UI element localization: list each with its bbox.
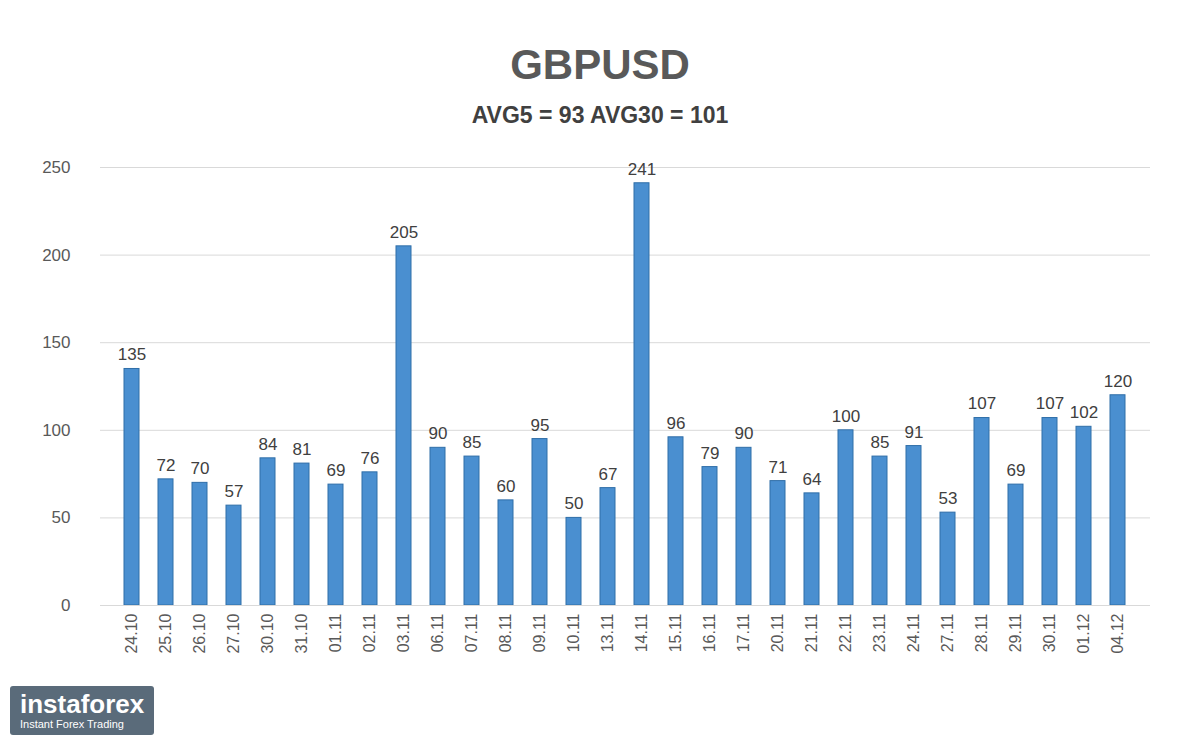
- svg-text:50: 50: [565, 494, 584, 513]
- svg-text:96: 96: [667, 414, 686, 433]
- svg-text:102: 102: [1070, 403, 1098, 422]
- svg-text:53: 53: [939, 489, 958, 508]
- svg-text:71: 71: [769, 458, 788, 477]
- svg-text:95: 95: [531, 416, 550, 435]
- svg-text:16.11: 16.11: [701, 613, 718, 652]
- svg-text:30.10: 30.10: [259, 613, 276, 653]
- svg-text:107: 107: [968, 394, 996, 413]
- html-text:instaforex: instaforex: [20, 688, 145, 719]
- svg-text:67: 67: [599, 465, 618, 484]
- svg-text:09.11: 09.11: [531, 613, 548, 652]
- svg-text:72: 72: [157, 456, 176, 475]
- svg-text:25.10: 25.10: [157, 613, 174, 653]
- svg-text:07.11: 07.11: [463, 613, 480, 652]
- svg-text:107: 107: [1036, 394, 1064, 413]
- svg-text:85: 85: [871, 433, 890, 452]
- svg-text:50: 50: [52, 508, 71, 527]
- svg-text:200: 200: [42, 246, 70, 265]
- svg-text:250: 250: [42, 158, 70, 177]
- svg-text:27.10: 27.10: [225, 613, 242, 653]
- svg-text:24.10: 24.10: [123, 613, 140, 653]
- svg-text:64: 64: [803, 470, 822, 489]
- svg-text:13.11: 13.11: [599, 613, 616, 652]
- svg-text:70: 70: [191, 459, 210, 478]
- html-text:GBPUSD: GBPUSD: [510, 41, 690, 88]
- svg-text:30.11: 30.11: [1041, 613, 1058, 652]
- svg-text:23.11: 23.11: [871, 613, 888, 652]
- svg-text:08.11: 08.11: [497, 613, 514, 652]
- svg-text:17.11: 17.11: [735, 613, 752, 652]
- svg-text:69: 69: [327, 461, 346, 480]
- svg-text:31.10: 31.10: [293, 613, 310, 653]
- svg-text:21.11: 21.11: [803, 613, 820, 652]
- svg-text:02.11: 02.11: [361, 613, 378, 652]
- svg-text:22.11: 22.11: [837, 613, 854, 652]
- svg-text:241: 241: [628, 160, 656, 179]
- svg-text:84: 84: [259, 435, 278, 454]
- svg-text:04.12: 04.12: [1109, 613, 1126, 653]
- svg-text:120: 120: [1104, 372, 1132, 391]
- svg-text:60: 60: [497, 477, 516, 496]
- svg-text:85: 85: [463, 433, 482, 452]
- html-text:Instant Forex Trading: Instant Forex Trading: [20, 717, 124, 730]
- svg-text:79: 79: [701, 444, 720, 463]
- svg-text:03.11: 03.11: [395, 613, 412, 652]
- svg-text:76: 76: [361, 449, 380, 468]
- svg-text:15.11: 15.11: [667, 613, 684, 652]
- svg-text:91: 91: [905, 423, 924, 442]
- svg-text:14.11: 14.11: [633, 613, 650, 652]
- svg-text:90: 90: [429, 424, 448, 443]
- svg-text:205: 205: [390, 223, 418, 242]
- svg-text:20.11: 20.11: [769, 613, 786, 652]
- svg-text:150: 150: [42, 333, 70, 352]
- svg-text:27.11: 27.11: [939, 613, 956, 652]
- svg-text:06.11: 06.11: [429, 613, 446, 652]
- svg-text:24.11: 24.11: [905, 613, 922, 652]
- html-text:AVG5 = 93 AVG30 = 101: AVG5 = 93 AVG30 = 101: [471, 102, 729, 128]
- svg-text:135: 135: [118, 345, 146, 364]
- svg-text:10.11: 10.11: [565, 613, 582, 652]
- svg-text:0: 0: [61, 596, 70, 615]
- svg-text:100: 100: [42, 421, 70, 440]
- svg-text:01.12: 01.12: [1075, 613, 1092, 653]
- svg-text:01.11: 01.11: [327, 613, 344, 652]
- svg-text:26.10: 26.10: [191, 613, 208, 653]
- svg-text:29.11: 29.11: [1007, 613, 1024, 652]
- svg-text:81: 81: [293, 440, 312, 459]
- svg-text:57: 57: [225, 482, 244, 501]
- svg-text:100: 100: [832, 407, 860, 426]
- svg-text:28.11: 28.11: [973, 613, 990, 652]
- svg-text:69: 69: [1007, 461, 1026, 480]
- svg-text:90: 90: [735, 424, 754, 443]
